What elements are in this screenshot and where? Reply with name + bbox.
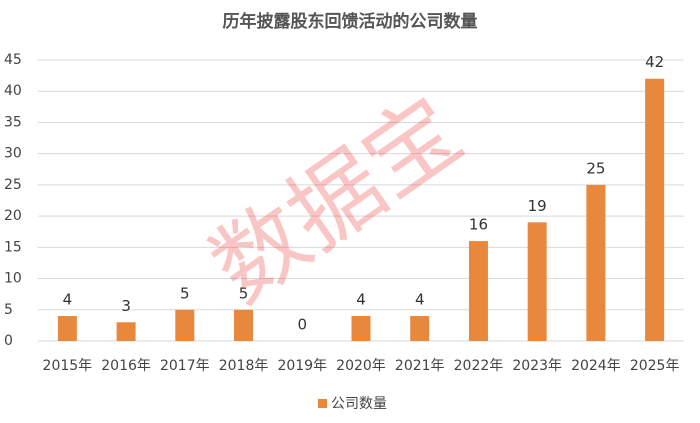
x-tick-label: 2023年 bbox=[512, 358, 562, 374]
bar bbox=[351, 316, 371, 341]
data-label: 16 bbox=[469, 216, 488, 234]
data-label: 0 bbox=[297, 316, 307, 334]
y-tick-label: 45 bbox=[4, 52, 22, 68]
bar bbox=[234, 309, 254, 341]
y-tick-label: 0 bbox=[4, 333, 13, 349]
x-tick-label: 2024年 bbox=[571, 358, 621, 374]
y-tick-label: 15 bbox=[4, 239, 22, 255]
y-tick-label: 20 bbox=[4, 208, 22, 224]
data-label: 4 bbox=[356, 291, 366, 309]
watermark: 数据宝 bbox=[193, 77, 480, 323]
x-tick-label: 2021年 bbox=[395, 358, 445, 374]
data-label: 42 bbox=[645, 53, 664, 71]
y-tick-label: 35 bbox=[4, 114, 22, 130]
data-label: 5 bbox=[239, 284, 249, 302]
y-tick-label: 30 bbox=[4, 146, 22, 162]
y-tick-label: 25 bbox=[4, 177, 22, 193]
chart-title: 历年披露股东回馈活动的公司数量 bbox=[223, 11, 478, 32]
data-label: 25 bbox=[586, 159, 605, 177]
bar bbox=[645, 78, 665, 341]
bar bbox=[175, 309, 195, 341]
bar bbox=[468, 241, 488, 341]
x-tick-label: 2025年 bbox=[630, 358, 680, 374]
legend-label: 公司数量 bbox=[331, 396, 387, 412]
x-tick-label: 2022年 bbox=[454, 358, 504, 374]
x-tick-label: 2019年 bbox=[277, 358, 327, 374]
y-tick-label: 40 bbox=[4, 83, 22, 99]
bar bbox=[57, 316, 77, 341]
y-tick-label: 5 bbox=[4, 302, 13, 318]
data-label: 5 bbox=[180, 284, 190, 302]
x-tick-label: 2015年 bbox=[43, 358, 93, 374]
bar bbox=[116, 322, 136, 341]
x-tick-label: 2016年 bbox=[101, 358, 151, 374]
y-tick-label: 10 bbox=[4, 271, 22, 287]
bar bbox=[586, 184, 606, 341]
data-label: 4 bbox=[415, 291, 425, 309]
bar bbox=[410, 316, 430, 341]
x-tick-label: 2017年 bbox=[160, 358, 210, 374]
x-tick-label: 2020年 bbox=[336, 358, 386, 374]
legend-swatch bbox=[318, 399, 327, 408]
data-label: 4 bbox=[63, 291, 73, 309]
x-tick-label: 2018年 bbox=[219, 358, 269, 374]
data-label: 3 bbox=[121, 297, 131, 315]
bar bbox=[527, 222, 547, 341]
data-label: 19 bbox=[528, 197, 547, 215]
